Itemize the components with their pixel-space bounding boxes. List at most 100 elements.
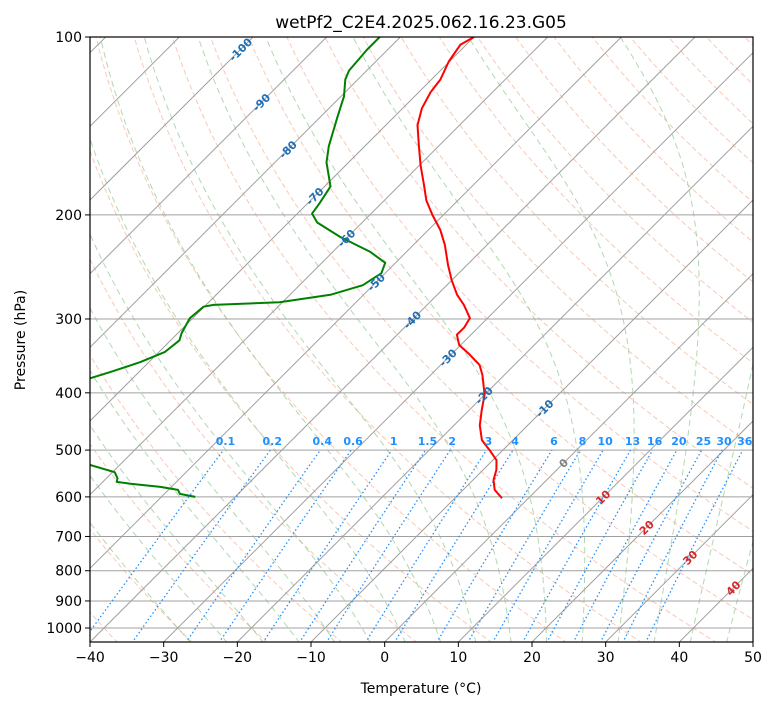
- y-tick-label: 500: [55, 443, 82, 459]
- moist-adiabat: [467, 37, 635, 642]
- mixing-ratio-line: [325, 449, 451, 642]
- dry-adiabat: [477, 37, 753, 323]
- x-tick-label: −40: [75, 650, 105, 666]
- dewpoint_upper-line: [90, 37, 387, 380]
- x-tick-label: 30: [597, 650, 615, 666]
- mixing-ratio-label: 30: [716, 435, 732, 448]
- mixing-ratio-label: 0.6: [343, 435, 363, 448]
- x-tick-label: −10: [296, 650, 326, 666]
- dry-adiabat: [324, 37, 753, 489]
- moist-adiabat: [90, 474, 228, 642]
- mixing-ratio-line: [436, 449, 553, 642]
- mixing-ratio-label: 8: [579, 435, 587, 448]
- background-lines: [90, 24, 775, 643]
- mixing-ratio-label: 6: [550, 435, 558, 448]
- moist-adiabat: [726, 539, 753, 642]
- axes: −40 −30 −20 −10 0 10 20 30 40 5010020030040050060…: [46, 30, 762, 666]
- moist-adiabat: [90, 424, 264, 642]
- dry-adiabat: [770, 24, 775, 643]
- isotherm: [90, 37, 622, 570]
- mixing-ratio-label: 0.4: [313, 435, 333, 448]
- moist-adiabat: [689, 361, 753, 642]
- dry-adiabat: [438, 37, 753, 364]
- chart-title: wetPf2_C2E4.2025.062.16.23.G05: [275, 13, 567, 33]
- y-tick-label: 400: [55, 386, 82, 402]
- x-tick-label: −20: [223, 650, 253, 666]
- x-tick-label: 20: [523, 650, 541, 666]
- moist-adiabat: [90, 232, 371, 642]
- dry-adiabat: [90, 443, 268, 642]
- mixing-ratio-label: 1: [390, 435, 398, 448]
- mixing-ratio-line: [467, 449, 581, 642]
- line-labels: 0.1 0.2 0.4 0.6 1 1.5 2 3 4 6 8 10 13 16 20 25 30 36-100-…: [216, 37, 753, 598]
- y-axis-label: Pressure (hPa): [13, 290, 29, 390]
- dewpoint_lower-line: [90, 464, 196, 498]
- isotherm: [236, 125, 753, 642]
- mixing-ratio-label: 2: [448, 435, 456, 448]
- isotherm: [90, 37, 475, 422]
- mixing-ratio-line: [185, 449, 321, 642]
- dry-adiabat: [90, 258, 418, 642]
- x-tick-label: 10: [449, 650, 467, 666]
- isotherm: [752, 641, 753, 642]
- y-tick-label: 1000: [46, 621, 82, 637]
- dry-adiabat: [95, 37, 567, 642]
- mixing-ratio-label: 16: [647, 435, 663, 448]
- mixing-ratio-label: 0.1: [216, 435, 236, 448]
- isotherm: [90, 37, 254, 201]
- dry-adiabat: [248, 37, 753, 576]
- y-tick-label: 200: [55, 208, 82, 224]
- isotherm: [384, 272, 753, 642]
- mixing-ratio-line: [599, 449, 703, 642]
- y-tick-label: 900: [55, 594, 82, 610]
- mixing-ratio-label: 20: [671, 435, 687, 448]
- moist-adiabat: [90, 137, 406, 642]
- isotherm: [163, 51, 753, 642]
- x-tick-label: 40: [670, 650, 688, 666]
- moist-adiabat: [99, 37, 442, 642]
- mixing-ratio-label: 4: [511, 435, 519, 448]
- mixing-ratio-line: [645, 449, 744, 642]
- dry-adiabat: [133, 37, 642, 642]
- mixing-ratio-line: [622, 449, 723, 642]
- mixing-ratio-label: 13: [625, 435, 640, 448]
- dry-adiabat: [667, 37, 753, 125]
- moist-adiabat: [90, 307, 336, 642]
- dry-adiabat: [286, 37, 753, 532]
- dry-adiabat: [515, 37, 753, 283]
- profiles: [90, 37, 503, 499]
- dry-adiabat: [90, 149, 492, 642]
- isotherm: [90, 37, 549, 496]
- moist-adiabat: [90, 369, 300, 642]
- moist-adiabat: [143, 37, 477, 642]
- mixing-ratio-line: [131, 449, 271, 642]
- isotherm: [90, 37, 696, 642]
- mixing-ratio-label: 10: [598, 435, 614, 448]
- mixing-ratio-label: 3: [485, 435, 493, 448]
- mixing-ratio-label: 36: [737, 435, 753, 448]
- x-tick-label: 0: [380, 650, 389, 666]
- dry-adiabat: [171, 37, 717, 642]
- moist-adiabat: [352, 37, 586, 642]
- moist-adiabat: [619, 37, 700, 642]
- mixing-ratio-line: [90, 449, 224, 633]
- mixing-ratio-line: [218, 449, 352, 642]
- isotherm: [90, 37, 401, 349]
- mixing-ratio-label: 25: [696, 435, 711, 448]
- y-tick-label: 300: [55, 312, 82, 328]
- mixing-ratio-label: 0.2: [263, 435, 283, 448]
- mixing-ratio-line: [299, 449, 427, 642]
- x-tick-label: −30: [149, 650, 179, 666]
- y-tick-label: 100: [55, 30, 82, 46]
- dry-adiabat: [362, 37, 753, 447]
- mixing-ratio-label: 1.5: [418, 435, 438, 448]
- x-axis-label: Temperature (°C): [360, 681, 482, 697]
- temperature-line: [416, 37, 503, 499]
- dry-adiabat: [705, 37, 753, 86]
- mixing-ratio-line: [394, 449, 514, 642]
- mixing-ratio-line: [572, 449, 678, 642]
- plot-frame: [89, 36, 754, 643]
- y-tick-label: 700: [55, 529, 82, 545]
